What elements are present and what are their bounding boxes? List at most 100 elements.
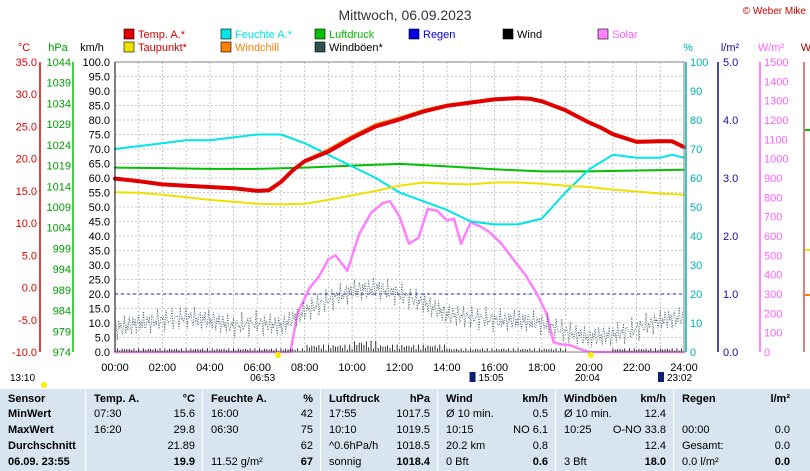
stats-sub-value: 07:30 <box>94 408 122 420</box>
temp-tick-label: 30.0 <box>16 89 37 101</box>
moon-marker <box>658 372 665 382</box>
x-tick-label: 24:00 <box>670 362 698 374</box>
wind-unit-label: km/h <box>80 42 104 54</box>
humidity-tick-label: 50 <box>690 202 702 214</box>
humidity-tick-label: 90 <box>690 86 702 98</box>
stats-sub-value: 10:25 <box>564 424 592 436</box>
stats-sensor-header: Sensor <box>8 393 46 405</box>
humidity-tick-label: 40 <box>690 231 702 243</box>
legend-label: Temp. A.* <box>138 29 186 41</box>
wind-tick-label: 95.0 <box>89 72 110 84</box>
series-windboeen-line <box>114 277 684 348</box>
wind-tick-label: 55.0 <box>89 188 110 200</box>
stats-value: 1019.5 <box>396 424 430 436</box>
stats-value: 15.6 <box>173 408 195 420</box>
solar-tick-label: 1400 <box>764 76 788 88</box>
pressure-tick-label: 1034 <box>47 98 71 110</box>
legend-swatch <box>408 28 420 40</box>
stats-sub-value: 16:00 <box>211 408 239 420</box>
stats-row-label: MaxWert <box>8 424 54 436</box>
time-marker-label: 20:04 <box>575 373 600 384</box>
pressure-tick-label: 999 <box>53 243 71 255</box>
stats-value: 21.89 <box>167 440 195 452</box>
x-tick-label: 04:00 <box>196 362 224 374</box>
stats-block-title: Luftdruck <box>329 393 380 405</box>
legend-swatch <box>123 28 135 40</box>
stats-sub-value: ^0.6hPa/h <box>329 440 379 452</box>
pressure-tick-label: 1044 <box>47 57 71 69</box>
wind-tick-label: 60.0 <box>89 173 110 185</box>
stats-value: NO 6.1 <box>513 424 548 436</box>
solar-tick-label: 500 <box>764 250 782 262</box>
stats-row-label: 06.09. 23:55 <box>8 456 70 468</box>
stats-value: 0.0 <box>774 440 790 452</box>
wind-tick-label: 70.0 <box>89 144 110 156</box>
stats-sub-value: 11.52 g/m² <box>211 456 263 468</box>
solar-tick-label: 700 <box>764 212 782 224</box>
stats-value: 62 <box>300 440 313 452</box>
stats-sub-value: 0 Bft <box>446 456 469 468</box>
solar-tick-label: 600 <box>764 231 782 243</box>
stats-sub-value: 00:00 <box>682 424 710 436</box>
stats-value: 42 <box>300 408 313 420</box>
stats-value: 18.0 <box>644 456 666 468</box>
time-marker-label: 06:53 <box>250 373 275 384</box>
stats-value: 1017.5 <box>396 408 430 420</box>
stats-value: O-NO 33.8 <box>612 424 666 436</box>
sun-marker <box>275 352 282 358</box>
pressure-tick-label: 984 <box>53 306 71 318</box>
wind-tick-label: 65.0 <box>89 159 110 171</box>
pressure-tick-label: 1019 <box>47 161 71 173</box>
copyright-text: © Weber Mike <box>743 6 807 17</box>
rain-tick-label: 5.0 <box>723 57 738 69</box>
stats-divider <box>437 389 438 471</box>
series-solar-line <box>113 199 686 354</box>
wind-tick-label: 15.0 <box>89 304 110 316</box>
time-marker-label: 15:05 <box>479 373 504 384</box>
legend-label: Feuchte A.* <box>235 29 293 41</box>
stats-sub-value: 10:15 <box>446 424 474 436</box>
stats-sub-value: 10:10 <box>329 424 357 436</box>
wind-tick-label: 40.0 <box>89 231 110 243</box>
stats-value: 75 <box>300 424 313 436</box>
stats-block-title: Regen <box>682 393 716 405</box>
series-luftdruck-line <box>114 162 685 173</box>
humidity-tick-label: 100 <box>690 57 708 69</box>
temp-tick-label: 10.0 <box>16 218 37 230</box>
legend-swatch <box>597 28 609 40</box>
rain-tick-label: 2.0 <box>723 231 738 243</box>
temp-unit-label: °C <box>18 42 30 54</box>
legend-swatch <box>220 28 232 40</box>
temp-tick-label: 20.0 <box>16 154 37 166</box>
series-taupunkt-line <box>114 181 685 206</box>
temp-tick-label: 5.0 <box>22 250 37 262</box>
solar-tick-label: 400 <box>764 270 782 282</box>
wind-tick-label: 20.0 <box>89 289 110 301</box>
stats-value: 1018.4 <box>396 456 430 468</box>
x-tick-label: 22:00 <box>623 362 651 374</box>
solar-tick-label: 0 <box>764 347 770 359</box>
stats-value: 12.4 <box>644 408 666 420</box>
wind-tick-label: 35.0 <box>89 246 110 258</box>
solar-tick-label: 1300 <box>764 96 788 108</box>
pressure-unit-label: hPa <box>48 42 68 54</box>
stats-sub-value: Ø 10 min. <box>446 408 494 420</box>
legend-label: Windböen* <box>329 42 384 54</box>
wind-tick-label: 10.0 <box>89 318 110 330</box>
stats-value: 0.6 <box>532 456 548 468</box>
rain-tick-label: 4.0 <box>723 115 738 127</box>
stats-sub-value: 3 Bft <box>564 456 587 468</box>
stats-block-unit: hPa <box>409 393 430 405</box>
rain-tick-label: 3.0 <box>723 173 738 185</box>
humidity-unit-label: % <box>683 42 693 54</box>
legend-label: Solar <box>612 29 638 41</box>
stats-divider <box>202 389 203 471</box>
stats-divider <box>320 389 321 471</box>
wind-tick-label: 25.0 <box>89 275 110 287</box>
sun-marker <box>41 382 47 388</box>
pressure-tick-label: 979 <box>53 326 71 338</box>
x-tick-label: 18:00 <box>528 362 556 374</box>
pressure-tick-label: 1014 <box>47 181 71 193</box>
x-tick-label: 08:00 <box>291 362 319 374</box>
chart-title: Mittwoch, 06.09.2023 <box>338 7 471 23</box>
